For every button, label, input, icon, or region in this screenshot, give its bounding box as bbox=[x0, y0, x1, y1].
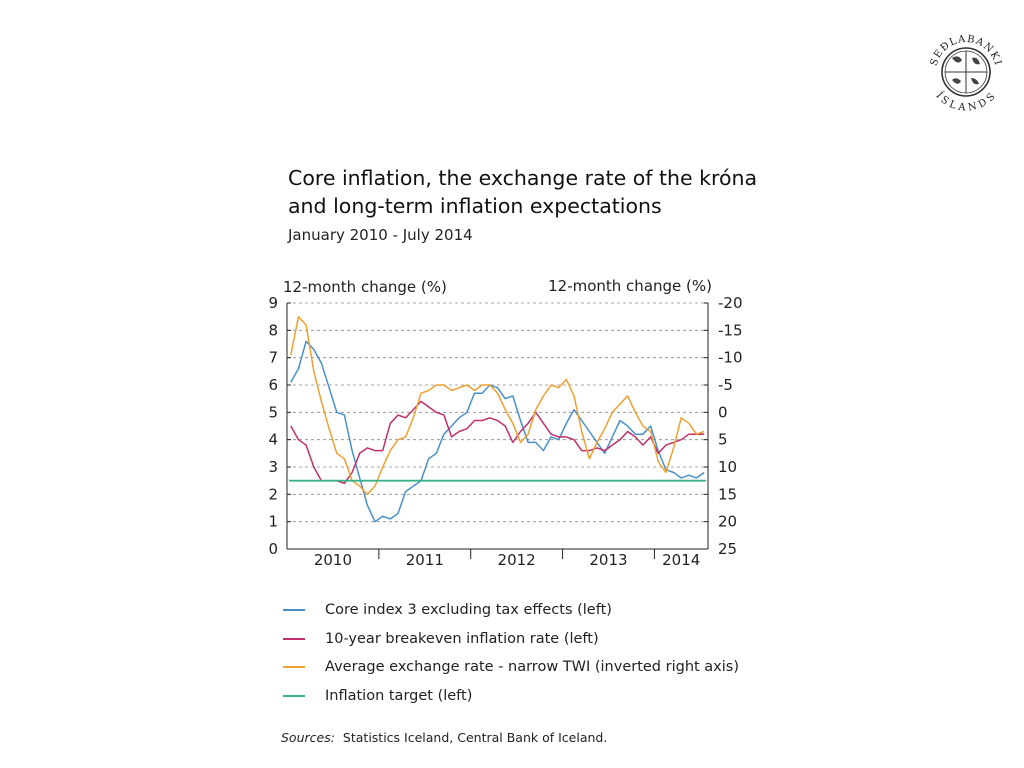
source-label: Sources: bbox=[281, 730, 335, 745]
source-text: Statistics Iceland, Central Bank of Icel… bbox=[342, 730, 608, 745]
left-tick-label: 5 bbox=[268, 403, 278, 421]
year-label: 2010 bbox=[314, 551, 352, 569]
right-tick-label: -10 bbox=[718, 349, 743, 367]
left-tick-label: 8 bbox=[268, 321, 278, 339]
right-tick-label: 25 bbox=[718, 540, 737, 558]
right-tick-label: 10 bbox=[718, 458, 737, 476]
legend-item-core-index: Core index 3 excluding tax effects (left… bbox=[283, 596, 739, 625]
left-axis-title: 12-month change (%) bbox=[283, 278, 447, 296]
legend-item-exchange-rate: Average exchange rate - narrow TWI (inve… bbox=[283, 653, 739, 682]
right-tick-label: 5 bbox=[718, 431, 728, 449]
right-tick-label: 15 bbox=[718, 485, 737, 503]
legend-label-exchange-rate: Average exchange rate - narrow TWI (inve… bbox=[325, 659, 740, 676]
core-index-line bbox=[290, 340, 705, 523]
legend-swatch-core-index bbox=[283, 609, 305, 612]
right-tick-label: 0 bbox=[718, 403, 728, 421]
chart-legend: Core index 3 excluding tax effects (left… bbox=[283, 596, 739, 710]
year-label: 2014 bbox=[662, 551, 700, 569]
left-tick-label: 7 bbox=[268, 349, 278, 367]
legend-label-breakeven: 10-year breakeven inflation rate (left) bbox=[325, 630, 599, 647]
chart-source: Sources: Statistics Iceland, Central Ban… bbox=[281, 730, 607, 745]
chart-subtitle: January 2010 - July 2014 bbox=[288, 226, 473, 244]
left-tick-label: 9 bbox=[268, 294, 278, 312]
legend-item-breakeven: 10-year breakeven inflation rate (left) bbox=[283, 625, 739, 654]
legend-label-core-index: Core index 3 excluding tax effects (left… bbox=[325, 602, 612, 619]
right-tick-label: 20 bbox=[718, 513, 737, 531]
right-tick-label: -15 bbox=[718, 321, 743, 339]
exchange-rate-line bbox=[290, 315, 705, 496]
legend-swatch-exchange-rate bbox=[283, 666, 305, 669]
right-tick-label: -5 bbox=[718, 376, 733, 394]
left-tick-label: 2 bbox=[268, 485, 278, 503]
chart-title-line-1: Core inflation, the exchange rate of the… bbox=[288, 166, 758, 190]
left-tick-label: 3 bbox=[268, 458, 278, 476]
left-tick-label: 6 bbox=[268, 376, 278, 394]
legend-swatch-breakeven bbox=[283, 637, 305, 640]
year-label: 2013 bbox=[589, 551, 627, 569]
chart-title-line-2: and long-term inflation expectations bbox=[288, 194, 662, 218]
legend-label-inflation-target: Inflation target (left) bbox=[325, 687, 473, 704]
legend-swatch-inflation-target bbox=[283, 694, 305, 697]
left-tick-label: 1 bbox=[268, 513, 278, 531]
right-axis-title: 12-month change (%) bbox=[548, 277, 712, 295]
right-tick-label: -20 bbox=[718, 294, 743, 312]
legend-item-inflation-target: Inflation target (left) bbox=[283, 682, 739, 711]
chart-title: Core inflation, the exchange rate of the… bbox=[288, 164, 808, 220]
central-bank-seal-logo: SEÐLABANKI ÍSLANDS bbox=[929, 34, 1002, 114]
left-tick-label: 0 bbox=[268, 540, 278, 558]
breakeven-inflation-line bbox=[290, 400, 705, 485]
year-label: 2012 bbox=[498, 551, 536, 569]
left-tick-label: 4 bbox=[268, 431, 278, 449]
year-label: 2011 bbox=[406, 551, 444, 569]
